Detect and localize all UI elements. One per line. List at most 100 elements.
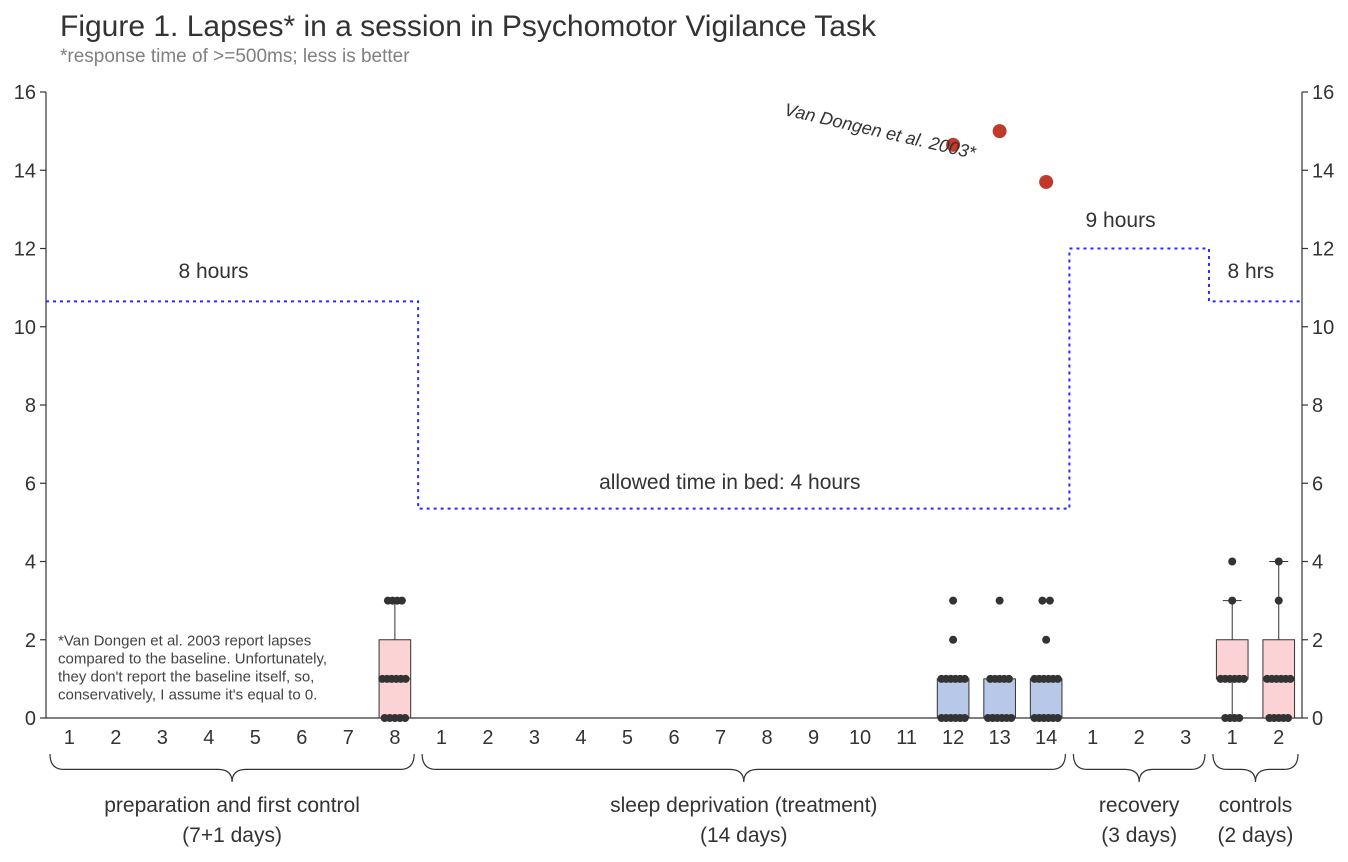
- chart-subtitle: *response time of >=500ms; less is bette…: [60, 46, 410, 67]
- x-tick-label: 12: [942, 727, 964, 749]
- phase-sublabel: (2 days): [1218, 824, 1294, 847]
- jitter-point: [1240, 675, 1248, 683]
- x-tick-label: 4: [203, 727, 214, 749]
- jitter-point: [1007, 714, 1015, 722]
- phase-label: sleep deprivation (treatment): [610, 794, 877, 817]
- jitter-point: [401, 714, 409, 722]
- jitter-point: [1275, 597, 1283, 605]
- y-tick-label-left: 2: [25, 630, 36, 652]
- x-tick-label: 1: [64, 727, 75, 749]
- x-tick-label: 14: [1035, 727, 1057, 749]
- step-annotation: allowed time in bed: 4 hours: [599, 471, 861, 494]
- phase-sublabel: (3 days): [1101, 824, 1177, 847]
- y-tick-label-right: 10: [1312, 317, 1334, 339]
- phase-brace: [1073, 754, 1205, 782]
- y-tick-label-left: 4: [25, 552, 36, 574]
- y-tick-label-left: 12: [14, 239, 36, 261]
- x-tick-label: 3: [157, 727, 168, 749]
- y-tick-label-left: 0: [25, 708, 36, 730]
- y-tick-label-right: 0: [1312, 708, 1323, 730]
- footnote-line: compared to the baseline. Unfortunately,: [58, 651, 327, 668]
- y-tick-label-right: 2: [1312, 630, 1323, 652]
- jitter-point: [961, 675, 969, 683]
- step-annotation: 8 hours: [178, 260, 248, 283]
- y-tick-label-left: 16: [14, 82, 36, 104]
- phase-label: recovery: [1099, 794, 1180, 817]
- y-tick-label-right: 16: [1312, 82, 1334, 104]
- jitter-point: [1054, 675, 1062, 683]
- x-tick-label: 2: [482, 727, 493, 749]
- phase-brace: [1213, 754, 1298, 782]
- jitter-point: [1038, 597, 1046, 605]
- step-annotation: 8 hrs: [1227, 260, 1274, 283]
- boxplot-box: [937, 679, 969, 718]
- jitter-point: [996, 597, 1004, 605]
- y-tick-label-left: 8: [25, 395, 36, 417]
- y-tick-label-left: 14: [14, 160, 36, 182]
- x-tick-label: 11: [896, 727, 917, 749]
- jitter-point: [1284, 714, 1292, 722]
- x-tick-label: 1: [436, 727, 447, 749]
- x-tick-label: 6: [296, 727, 307, 749]
- x-tick-label: 1: [1227, 727, 1238, 749]
- y-tick-label-right: 12: [1312, 239, 1334, 261]
- jitter-point: [398, 597, 406, 605]
- van-dongen-point: [993, 124, 1007, 138]
- jitter-point: [961, 714, 969, 722]
- y-tick-label-right: 6: [1312, 473, 1323, 495]
- jitter-point: [949, 597, 957, 605]
- y-tick-label-right: 14: [1312, 160, 1334, 182]
- footnote-line: *Van Dongen et al. 2003 report lapses: [58, 633, 311, 650]
- van-dongen-point: [1039, 175, 1053, 189]
- phase-brace: [422, 754, 1065, 782]
- x-tick-label: 4: [575, 727, 586, 749]
- plot-frame: [46, 92, 1302, 718]
- x-tick-label: 7: [715, 727, 726, 749]
- phase-label: preparation and first control: [104, 794, 360, 817]
- x-tick-label: 3: [1180, 727, 1191, 749]
- jitter-point: [1286, 675, 1294, 683]
- chart-title: Figure 1. Lapses* in a session in Psycho…: [60, 10, 877, 43]
- boxplot-box: [1216, 640, 1248, 679]
- x-tick-label: 5: [250, 727, 261, 749]
- y-tick-label-right: 4: [1312, 552, 1323, 574]
- footnote-line: conservatively, I assume it's equal to 0…: [58, 687, 317, 704]
- x-tick-label: 6: [668, 727, 679, 749]
- x-tick-label: 5: [622, 727, 633, 749]
- x-tick-label: 1: [1087, 727, 1098, 749]
- jitter-point: [1005, 675, 1013, 683]
- y-tick-label-left: 10: [14, 317, 36, 339]
- boxplot-box: [984, 679, 1016, 718]
- x-tick-label: 8: [389, 727, 400, 749]
- phase-brace: [50, 754, 414, 782]
- x-tick-label: 2: [1134, 727, 1145, 749]
- jitter-point: [1046, 597, 1054, 605]
- jitter-point: [1042, 636, 1050, 644]
- x-tick-label: 8: [761, 727, 772, 749]
- jitter-point: [402, 675, 410, 683]
- pvt-lapses-chart: Figure 1. Lapses* in a session in Psycho…: [0, 0, 1348, 862]
- phase-sublabel: (7+1 days): [182, 824, 282, 847]
- phase-sublabel: (14 days): [700, 824, 788, 847]
- x-tick-label: 2: [1273, 727, 1284, 749]
- step-annotation: 9 hours: [1086, 209, 1156, 232]
- phase-label: controls: [1219, 794, 1293, 817]
- van-dongen-label: Van Dongen et al. 2003*: [783, 99, 979, 163]
- x-tick-label: 3: [529, 727, 540, 749]
- jitter-point: [1235, 714, 1243, 722]
- boxplot-box: [1030, 679, 1062, 718]
- x-tick-label: 10: [849, 727, 871, 749]
- footnote-line: they don't report the baseline itself, s…: [58, 669, 314, 686]
- jitter-point: [1228, 597, 1236, 605]
- time-in-bed-step-line: [46, 249, 1302, 509]
- x-tick-label: 9: [808, 727, 819, 749]
- y-tick-label-left: 6: [25, 473, 36, 495]
- jitter-point: [1054, 714, 1062, 722]
- jitter-point: [1228, 558, 1236, 566]
- jitter-point: [949, 636, 957, 644]
- y-tick-label-right: 8: [1312, 395, 1323, 417]
- x-tick-label: 13: [989, 727, 1011, 749]
- x-tick-label: 2: [110, 727, 121, 749]
- jitter-point: [1275, 558, 1283, 566]
- x-tick-label: 7: [343, 727, 354, 749]
